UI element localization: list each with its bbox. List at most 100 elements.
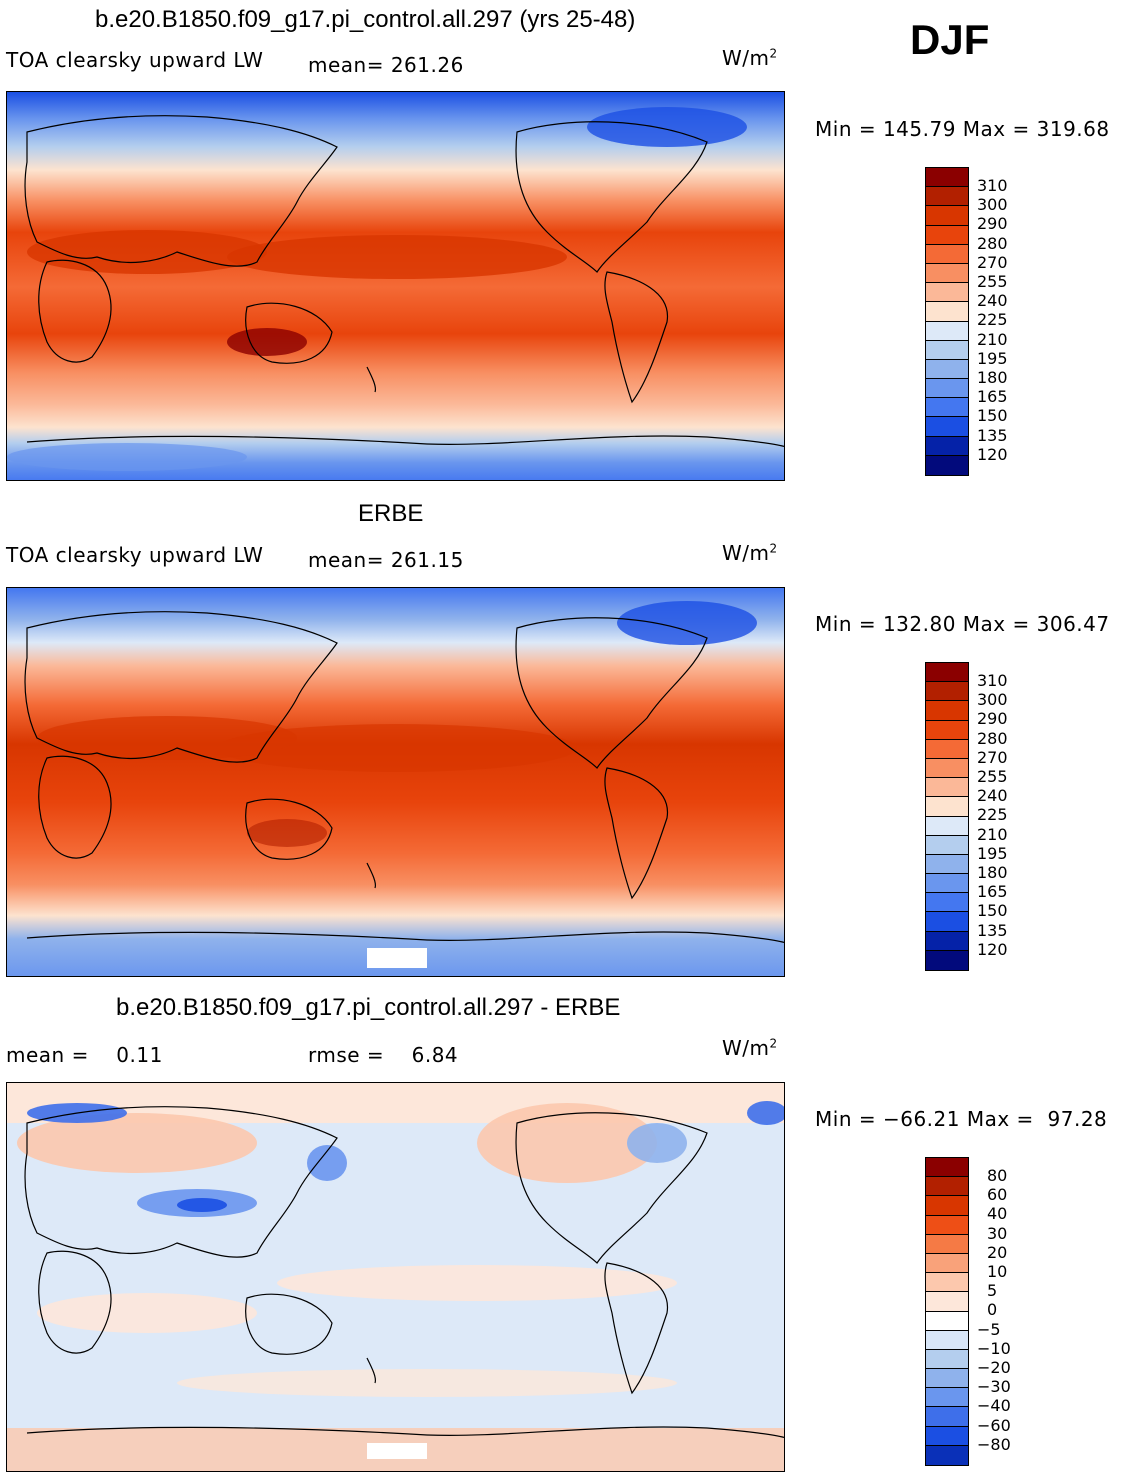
colorbar-tick: 80 xyxy=(987,1166,1008,1185)
colorbar-tick: 5 xyxy=(987,1281,998,1301)
panel1-variable-label: TOA clearsky upward LW xyxy=(6,48,264,72)
colorbar-swatch xyxy=(926,893,968,913)
panel3-coastlines xyxy=(24,1106,784,1439)
colorbar-swatch xyxy=(926,874,968,894)
colorbar-tick: 240 xyxy=(977,786,1008,806)
colorbar-swatch xyxy=(926,187,968,207)
colorbar-tick: 165 xyxy=(977,882,1008,902)
colorbar-swatch xyxy=(926,1273,968,1293)
colorbar-swatch xyxy=(926,302,968,322)
colorbar-tick: 40 xyxy=(987,1204,1008,1224)
units-sup: 2 xyxy=(769,541,778,556)
colorbar-tick: 120 xyxy=(977,444,1008,464)
colorbar-swatch xyxy=(926,931,968,951)
colorbar-tick: 310 xyxy=(977,176,1008,195)
colorbar-tick: −20 xyxy=(977,1358,1011,1377)
colorbar-tick: −5 xyxy=(977,1319,1001,1339)
panel1-title: b.e20.B1850.f09_g17.pi_control.all.297 (… xyxy=(95,6,636,33)
colorbar-swatch xyxy=(926,701,968,721)
colorbar-swatch xyxy=(926,455,968,475)
colorbar-tick: 240 xyxy=(977,291,1008,311)
panel3-units: W/m2 xyxy=(722,1036,778,1060)
panel3-title: b.e20.B1850.f09_g17.pi_control.all.297 -… xyxy=(116,994,621,1021)
colorbar-tick: 255 xyxy=(977,767,1008,786)
panel1-coastlines xyxy=(24,115,784,448)
panel1-units: W/m2 xyxy=(722,46,778,70)
colorbar-swatch xyxy=(926,1369,968,1389)
colorbar-tick: 135 xyxy=(977,920,1008,940)
units-sup: 2 xyxy=(769,46,778,61)
colorbar-swatch xyxy=(926,359,968,380)
colorbar-swatch xyxy=(926,321,968,341)
colorbar-swatch xyxy=(926,417,968,437)
colorbar-tick: 290 xyxy=(977,709,1008,729)
colorbar-swatch xyxy=(926,1292,968,1312)
colorbar-swatch xyxy=(926,854,968,875)
units-text: W/m xyxy=(722,1036,770,1060)
colorbar-tick: 30 xyxy=(987,1223,1008,1243)
panel2-title: ERBE xyxy=(358,500,424,527)
colorbar-tick: −60 xyxy=(977,1415,1011,1435)
colorbar-tick: 180 xyxy=(977,863,1008,882)
colorbar-tick: 225 xyxy=(977,310,1008,330)
colorbar-swatch xyxy=(926,244,968,264)
panel3-mean-label: mean = 0.11 xyxy=(6,1043,163,1067)
colorbar-tick: 195 xyxy=(977,843,1008,863)
colorbar-swatch xyxy=(926,835,968,855)
colorbar-tick: 290 xyxy=(977,214,1008,234)
colorbar-swatch xyxy=(926,1311,968,1331)
panel2-coastlines xyxy=(24,611,784,944)
colorbar-swatch xyxy=(926,206,968,226)
panel2-map xyxy=(6,587,785,977)
colorbar-tick: 300 xyxy=(977,690,1008,710)
colorbar-tick: 255 xyxy=(977,272,1008,291)
colorbar-tick: 10 xyxy=(987,1262,1008,1281)
panel2-variable-label: TOA clearsky upward LW xyxy=(6,543,264,567)
panel2-colorbar xyxy=(925,662,969,971)
panel3-map xyxy=(6,1082,785,1472)
colorbar-tick: −30 xyxy=(977,1377,1011,1397)
colorbar-tick: 280 xyxy=(977,233,1008,253)
colorbar-swatch xyxy=(926,1349,968,1370)
colorbar-swatch xyxy=(926,950,968,970)
panel1-mean-label: mean= 261.26 xyxy=(308,53,464,77)
colorbar-swatch xyxy=(926,720,968,740)
panel2-minmax: Min = 132.80 Max = 306.47 xyxy=(815,612,1110,636)
colorbar-tick: 20 xyxy=(987,1242,1008,1262)
colorbar-swatch xyxy=(926,912,968,932)
colorbar-tick: −80 xyxy=(977,1434,1011,1454)
colorbar-swatch xyxy=(926,1426,968,1446)
panel3-colorbar xyxy=(925,1157,969,1466)
colorbar-tick: 300 xyxy=(977,195,1008,215)
panel3-rmse-label: rmse = 6.84 xyxy=(308,1043,459,1067)
colorbar-tick: 210 xyxy=(977,329,1008,349)
colorbar-swatch xyxy=(926,1445,968,1465)
colorbar-swatch xyxy=(926,758,968,779)
colorbar-tick: 310 xyxy=(977,671,1008,690)
colorbar-tick: 225 xyxy=(977,805,1008,825)
colorbar-swatch xyxy=(926,1177,968,1197)
season-label: DJF xyxy=(910,16,990,63)
colorbar-swatch xyxy=(926,263,968,284)
colorbar-swatch xyxy=(926,1196,968,1216)
colorbar-swatch xyxy=(926,379,968,399)
colorbar-swatch xyxy=(926,1388,968,1408)
colorbar-swatch xyxy=(926,398,968,418)
colorbar-swatch xyxy=(926,340,968,360)
colorbar-tick: 60 xyxy=(987,1185,1008,1205)
colorbar-swatch xyxy=(926,1158,968,1178)
panel3-minmax: Min = −66.21 Max = 97.28 xyxy=(815,1107,1108,1131)
colorbar-swatch xyxy=(926,816,968,836)
colorbar-swatch xyxy=(926,663,968,683)
colorbar-tick: 280 xyxy=(977,728,1008,748)
colorbar-tick: −10 xyxy=(977,1338,1011,1358)
colorbar-tick: 165 xyxy=(977,387,1008,407)
panel1-colorbar xyxy=(925,167,969,476)
colorbar-tick: 195 xyxy=(977,348,1008,368)
colorbar-tick: 135 xyxy=(977,425,1008,445)
colorbar-swatch xyxy=(926,778,968,798)
units-text: W/m xyxy=(722,541,770,565)
colorbar-tick: 0 xyxy=(987,1300,998,1320)
panel2-units: W/m2 xyxy=(722,541,778,565)
panel1-map xyxy=(6,91,785,481)
